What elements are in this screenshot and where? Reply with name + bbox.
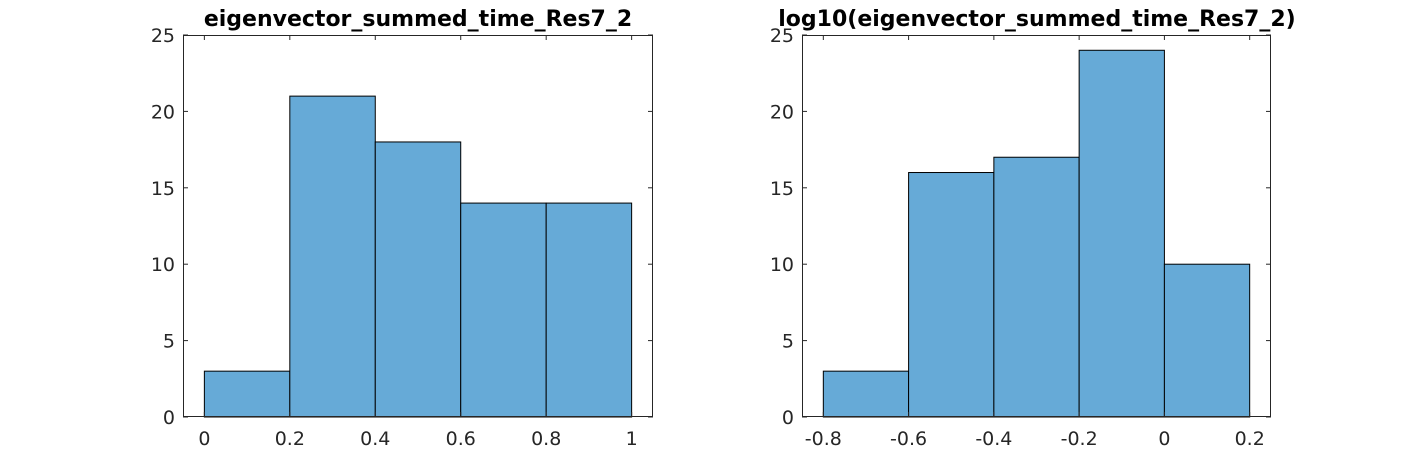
histogram-bar (289, 95, 376, 418)
chart-title: log10(eigenvector_summed_time_Res7_2) (778, 7, 1295, 32)
y-tick-label: 20 (770, 101, 794, 123)
y-tick-label: 5 (163, 331, 175, 353)
y-tick-label: 15 (770, 178, 794, 200)
y-tick-label: 25 (770, 25, 794, 47)
x-tick-label: 0.4 (360, 428, 390, 450)
x-tick-label: 0.2 (275, 428, 305, 450)
x-tick-label: 0.8 (531, 428, 561, 450)
y-tick-label: 0 (163, 407, 175, 429)
histogram-bar (545, 202, 633, 418)
x-tick-label: 0 (198, 428, 210, 450)
y-tick-label: 5 (782, 331, 794, 353)
histogram-bar (374, 141, 462, 418)
x-tick-label: 0.2 (1235, 428, 1265, 450)
x-tick-label: 0 (1158, 428, 1170, 450)
y-tick-label: 25 (151, 25, 175, 47)
histogram-bar (1078, 49, 1165, 418)
y-tick-label: 10 (770, 254, 794, 276)
x-tick-label: -0.6 (890, 428, 927, 450)
histogram-bar (203, 370, 291, 418)
x-tick-label: 0.6 (446, 428, 476, 450)
y-tick-label: 0 (782, 407, 794, 429)
histogram-bar (908, 172, 995, 418)
histogram-panel-linear: eigenvector_summed_time_Res7_2 0 0.2 0.4 0.… (151, 7, 653, 450)
axes-box (183, 35, 653, 417)
axes-box (802, 35, 1271, 417)
y-tick-label: 20 (151, 101, 175, 123)
x-tick-label: 1 (626, 428, 638, 450)
histogram-panel-log10: log10(eigenvector_summed_time_Res7_2) -0… (770, 7, 1296, 450)
y-tick-label: 10 (151, 254, 175, 276)
chart-title: eigenvector_summed_time_Res7_2 (204, 7, 632, 32)
x-tick-label: -0.2 (1061, 428, 1098, 450)
x-tick-label: -0.4 (975, 428, 1012, 450)
histogram-bar (822, 370, 910, 418)
y-tick-label: 15 (151, 178, 175, 200)
histogram-bar (993, 156, 1080, 418)
x-tick-label: -0.8 (805, 428, 842, 450)
histogram-bar (460, 202, 547, 418)
histogram-bar (1163, 263, 1251, 418)
